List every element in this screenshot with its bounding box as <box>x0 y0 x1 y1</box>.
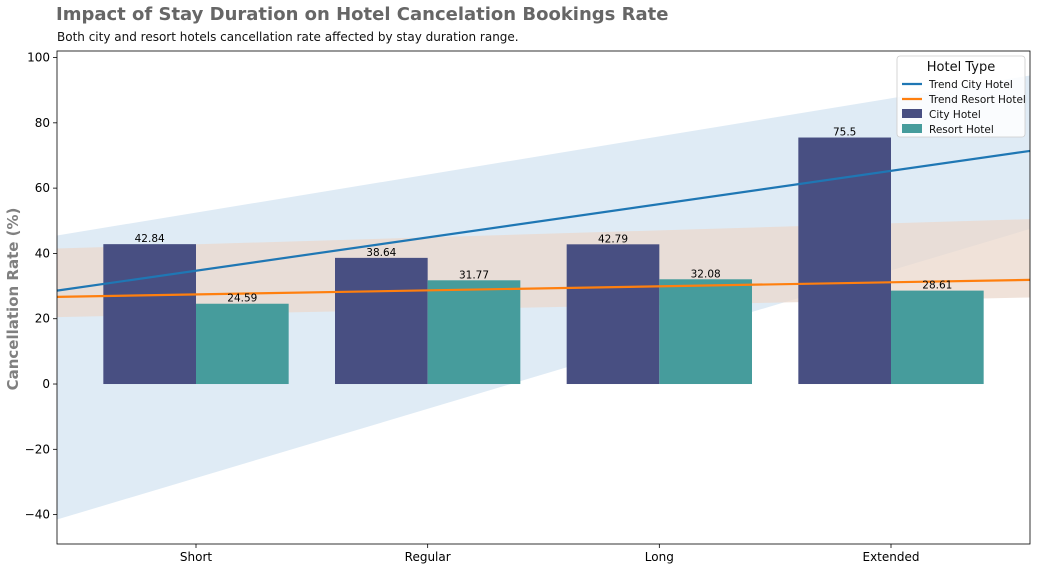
data-label-resort-hotel-regular: 31.77 <box>459 269 489 281</box>
data-label-resort-hotel-short: 24.59 <box>227 293 257 305</box>
legend-title: Hotel Type <box>927 60 995 75</box>
bar-city-hotel-extended <box>798 137 891 385</box>
bar-city-hotel-regular <box>335 257 428 385</box>
trend-line-city <box>56 149 1031 292</box>
chart-subtitle: Both city and resort hotels cancellation… <box>57 30 519 44</box>
legend-swatch-city-hotel <box>902 109 922 118</box>
bar-resort-hotel-extended <box>891 290 984 385</box>
data-label-city-hotel-regular: 38.64 <box>366 247 396 259</box>
trend-line-resort <box>56 278 1031 298</box>
legend: Hotel Type Trend City Hotel Trend Resort H… <box>896 55 1026 138</box>
bar-resort-hotel-regular <box>427 280 521 385</box>
x-tick-label: Short <box>180 550 212 564</box>
x-tick-label: Extended <box>863 550 920 564</box>
legend-label-trend-city-hotel: Trend City Hotel <box>928 79 1013 91</box>
data-label-city-hotel-long: 42.79 <box>598 233 628 245</box>
y-axis-label: Cancellation Rate (%) <box>4 208 22 391</box>
y-tick-label: −40 <box>25 508 50 522</box>
legend-box <box>896 55 1026 138</box>
bar-city-hotel-long <box>566 244 660 385</box>
y-tick-label: 20 <box>35 312 50 326</box>
data-label-resort-hotel-long: 32.08 <box>691 268 721 280</box>
y-tick-label: 40 <box>35 246 50 260</box>
trend-lines <box>56 149 1031 298</box>
data-labels: 42.84 24.59 38.64 31.77 42.79 32.08 75.5 28.61 <box>135 127 953 305</box>
legend-swatch-resort-hotel <box>902 124 922 133</box>
data-label-city-hotel-extended: 75.5 <box>833 127 856 139</box>
plot-frame <box>56 50 1031 545</box>
y-tick-label: 0 <box>42 377 50 391</box>
bar-resort-hotel-long <box>659 279 752 385</box>
legend-label-trend-resort-hotel: Trend Resort Hotel <box>928 94 1026 106</box>
legend-label-resort-hotel: Resort Hotel <box>929 124 994 136</box>
y-tick-label: −20 <box>25 442 50 456</box>
x-tick-label: Regular <box>405 550 451 564</box>
bar-city-hotel-short <box>103 244 196 385</box>
bar-resort-hotel-short <box>196 303 289 385</box>
bars <box>103 137 984 385</box>
legend-label-city-hotel: City Hotel <box>929 109 981 121</box>
chart-title: Impact of Stay Duration on Hotel Cancela… <box>56 4 669 25</box>
x-tick-label: Long <box>645 550 674 564</box>
y-tick-label: 100 <box>27 51 50 65</box>
axes: −40 −20 0 20 40 60 80 100 Short Regular Long Extend… <box>25 50 1031 564</box>
data-label-resort-hotel-extended: 28.61 <box>922 280 952 292</box>
data-label-city-hotel-short: 42.84 <box>135 233 165 245</box>
y-tick-label: 80 <box>35 116 50 130</box>
y-tick-label: 60 <box>35 181 50 195</box>
